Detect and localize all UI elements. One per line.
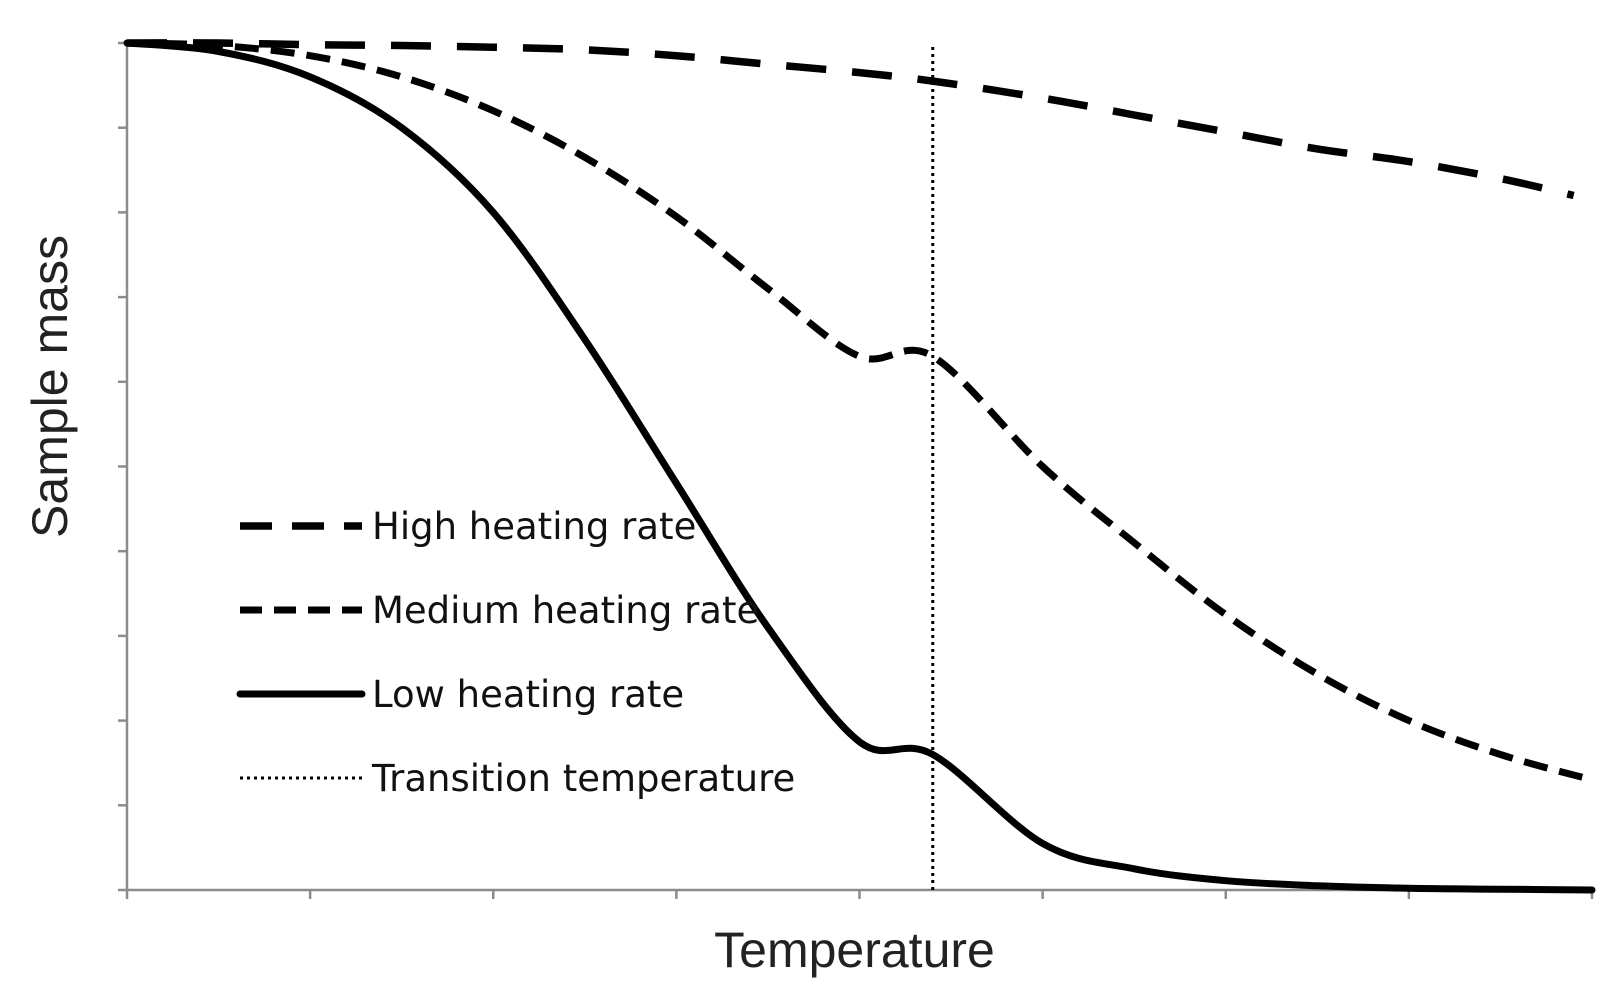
y-ticks <box>118 41 127 892</box>
x-axis-title: Temperature <box>714 922 995 978</box>
axes <box>118 41 1594 899</box>
legend-item-low-heating-rate: Low heating rate <box>236 673 684 716</box>
low-heating-rate-line <box>123 39 1596 894</box>
legend-label-transition-temperature: Transition temperature <box>371 757 795 800</box>
legend-item-medium-heating-rate: Medium heating rate <box>240 589 759 632</box>
x-ticks <box>125 890 1594 899</box>
legend: High heating rate Medium heating rate Low … <box>236 505 795 800</box>
legend-item-transition-temperature: Transition temperature <box>240 757 795 800</box>
high-heating-rate-line <box>126 39 1575 200</box>
legend-item-high-heating-rate: High heating rate <box>240 505 696 548</box>
legend-label-low-heating-rate: Low heating rate <box>372 673 684 716</box>
legend-label-high-heating-rate: High heating rate <box>372 505 696 548</box>
series-layer <box>123 39 1596 894</box>
legend-label-medium-heating-rate: Medium heating rate <box>372 589 759 632</box>
y-axis-title: Sample mass <box>22 235 78 538</box>
medium-heating-rate-line <box>126 39 1593 784</box>
